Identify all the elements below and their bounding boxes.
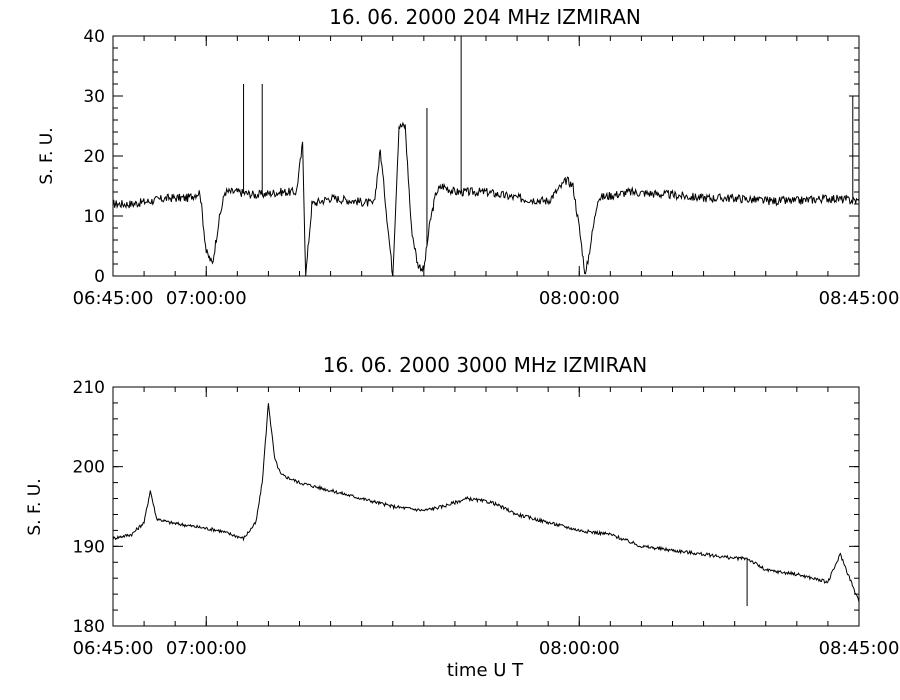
x-axis-label: time U T (447, 660, 524, 681)
chart-panel-3000mhz: 16. 06. 2000 3000 MHz IZMIRAN S. F. U. t… (25, 353, 899, 681)
series-line (112, 403, 860, 603)
plot-frame (112, 35, 860, 277)
x-tick-label: 08:45:00 (819, 638, 900, 659)
series-group (112, 36, 860, 277)
series-line (112, 121, 860, 277)
y-axis-label: S. F. U. (37, 127, 57, 184)
x-tick-label: 06:45:00 (73, 638, 154, 659)
y-axis-ticks: 180 190 200 210 (73, 378, 859, 637)
y-tick-label: 10 (83, 207, 105, 227)
x-tick-label: 08:00:00 (539, 288, 620, 309)
x-tick-label: 07:00:00 (166, 638, 247, 659)
y-tick-label: 180 (73, 617, 105, 637)
x-tick-label: 06:45:00 (73, 288, 154, 309)
y-tick-label: 200 (73, 458, 105, 478)
x-tick-label: 08:00:00 (539, 638, 620, 659)
y-axis-label: S. F. U. (25, 478, 45, 535)
x-axis-ticks: 06:45:00 07:00:00 08:00:00 08:45:00 (73, 36, 900, 309)
y-tick-label: 210 (73, 378, 105, 398)
chart-panel-204mhz: 16. 06. 2000 204 MHz IZMIRAN S. F. U. 0 1… (37, 5, 899, 309)
series-group (112, 403, 860, 607)
x-tick-label: 07:00:00 (166, 288, 247, 309)
y-tick-label: 190 (73, 537, 105, 557)
y-tick-label: 20 (83, 147, 105, 167)
y-tick-label: 40 (83, 27, 105, 47)
x-axis-ticks: 06:45:00 07:00:00 08:00:00 08:45:00 (73, 387, 900, 659)
y-axis-ticks: 0 10 20 30 40 (83, 27, 859, 287)
chart-title: 16. 06. 2000 204 MHz IZMIRAN (329, 5, 641, 29)
y-tick-label: 30 (83, 87, 105, 107)
y-tick-label: 0 (94, 267, 105, 287)
x-tick-label: 08:45:00 (819, 288, 900, 309)
chart-title: 16. 06. 2000 3000 MHz IZMIRAN (323, 353, 647, 377)
